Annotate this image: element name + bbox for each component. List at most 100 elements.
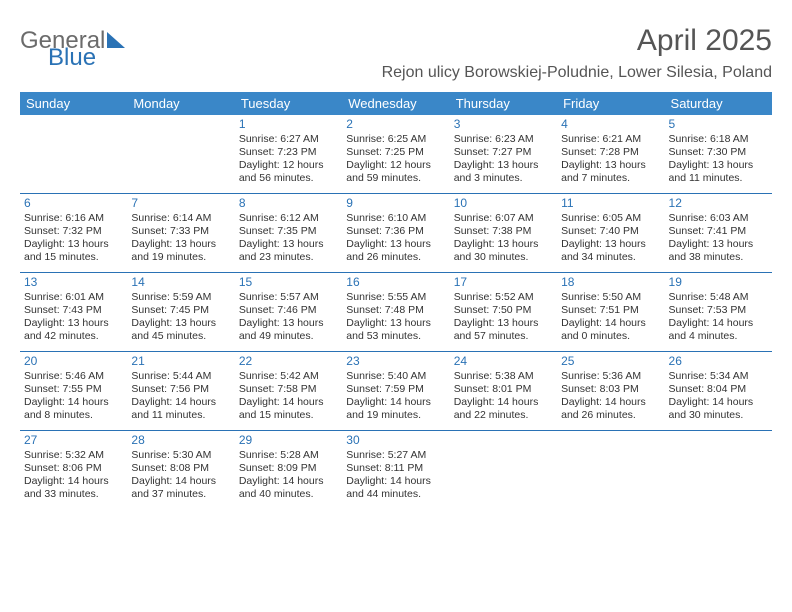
daylight-text: Daylight: 13 hours and 19 minutes. [131,238,230,264]
weeks-container: 1Sunrise: 6:27 AMSunset: 7:23 PMDaylight… [20,115,772,509]
week-row: 6Sunrise: 6:16 AMSunset: 7:32 PMDaylight… [20,194,772,273]
day-number: 26 [669,354,768,369]
sunset-text: Sunset: 7:38 PM [454,225,553,238]
daylight-text: Daylight: 13 hours and 42 minutes. [24,317,123,343]
day-cell: 13Sunrise: 6:01 AMSunset: 7:43 PMDayligh… [20,273,127,351]
day-number: 27 [24,433,123,448]
daylight-text: Daylight: 13 hours and 3 minutes. [454,159,553,185]
day-cell: 6Sunrise: 6:16 AMSunset: 7:32 PMDaylight… [20,194,127,272]
sunrise-text: Sunrise: 6:14 AM [131,212,230,225]
week-row: 13Sunrise: 6:01 AMSunset: 7:43 PMDayligh… [20,273,772,352]
brand-blue: Blue [48,47,125,70]
sunset-text: Sunset: 7:53 PM [669,304,768,317]
sunrise-text: Sunrise: 6:16 AM [24,212,123,225]
daylight-text: Daylight: 14 hours and 11 minutes. [131,396,230,422]
day-cell: 28Sunrise: 5:30 AMSunset: 8:08 PMDayligh… [127,431,234,509]
day-cell: 14Sunrise: 5:59 AMSunset: 7:45 PMDayligh… [127,273,234,351]
sunset-text: Sunset: 7:46 PM [239,304,338,317]
daylight-text: Daylight: 13 hours and 53 minutes. [346,317,445,343]
weekday-cell: Monday [127,92,234,115]
sunset-text: Sunset: 8:09 PM [239,462,338,475]
day-cell: 12Sunrise: 6:03 AMSunset: 7:41 PMDayligh… [665,194,772,272]
sunset-text: Sunset: 8:03 PM [561,383,660,396]
day-number: 20 [24,354,123,369]
day-number: 10 [454,196,553,211]
day-cell: 30Sunrise: 5:27 AMSunset: 8:11 PMDayligh… [342,431,449,509]
location-text: Rejon ulicy Borowskiej-Poludnie, Lower S… [382,64,772,82]
title-block: April 2025 Rejon ulicy Borowskiej-Poludn… [382,24,772,82]
weekday-cell: Thursday [450,92,557,115]
sunset-text: Sunset: 7:27 PM [454,146,553,159]
day-number: 12 [669,196,768,211]
sunset-text: Sunset: 7:56 PM [131,383,230,396]
calendar: SundayMondayTuesdayWednesdayThursdayFrid… [20,92,772,509]
sunrise-text: Sunrise: 5:55 AM [346,291,445,304]
day-cell: 23Sunrise: 5:40 AMSunset: 7:59 PMDayligh… [342,352,449,430]
sunset-text: Sunset: 8:01 PM [454,383,553,396]
daylight-text: Daylight: 13 hours and 38 minutes. [669,238,768,264]
weekday-cell: Saturday [665,92,772,115]
day-cell [20,115,127,193]
week-row: 20Sunrise: 5:46 AMSunset: 7:55 PMDayligh… [20,352,772,431]
day-cell: 8Sunrise: 6:12 AMSunset: 7:35 PMDaylight… [235,194,342,272]
day-cell: 22Sunrise: 5:42 AMSunset: 7:58 PMDayligh… [235,352,342,430]
day-number: 25 [561,354,660,369]
day-cell [450,431,557,509]
day-number: 17 [454,275,553,290]
sunset-text: Sunset: 7:36 PM [346,225,445,238]
day-number: 14 [131,275,230,290]
sunrise-text: Sunrise: 6:23 AM [454,133,553,146]
daylight-text: Daylight: 14 hours and 40 minutes. [239,475,338,501]
weekday-cell: Wednesday [342,92,449,115]
sunrise-text: Sunrise: 6:27 AM [239,133,338,146]
day-number: 28 [131,433,230,448]
sunrise-text: Sunrise: 5:38 AM [454,370,553,383]
sunset-text: Sunset: 7:43 PM [24,304,123,317]
day-cell [665,431,772,509]
day-cell: 29Sunrise: 5:28 AMSunset: 8:09 PMDayligh… [235,431,342,509]
weekday-cell: Friday [557,92,664,115]
weekday-cell: Sunday [20,92,127,115]
day-number: 22 [239,354,338,369]
daylight-text: Daylight: 13 hours and 23 minutes. [239,238,338,264]
brand-logo: General Blue [20,24,125,70]
sunrise-text: Sunrise: 6:21 AM [561,133,660,146]
sunset-text: Sunset: 7:51 PM [561,304,660,317]
day-cell: 10Sunrise: 6:07 AMSunset: 7:38 PMDayligh… [450,194,557,272]
day-cell: 4Sunrise: 6:21 AMSunset: 7:28 PMDaylight… [557,115,664,193]
daylight-text: Daylight: 13 hours and 7 minutes. [561,159,660,185]
day-number: 15 [239,275,338,290]
page-root: General Blue April 2025 Rejon ulicy Boro… [0,0,792,519]
sunrise-text: Sunrise: 6:12 AM [239,212,338,225]
daylight-text: Daylight: 14 hours and 37 minutes. [131,475,230,501]
day-cell: 18Sunrise: 5:50 AMSunset: 7:51 PMDayligh… [557,273,664,351]
sunrise-text: Sunrise: 5:28 AM [239,449,338,462]
brand-text: General Blue [20,30,125,70]
sunset-text: Sunset: 7:59 PM [346,383,445,396]
month-title: April 2025 [382,24,772,58]
day-cell: 20Sunrise: 5:46 AMSunset: 7:55 PMDayligh… [20,352,127,430]
day-number: 30 [346,433,445,448]
day-number: 23 [346,354,445,369]
sunset-text: Sunset: 7:33 PM [131,225,230,238]
day-number: 16 [346,275,445,290]
week-row: 27Sunrise: 5:32 AMSunset: 8:06 PMDayligh… [20,431,772,509]
daylight-text: Daylight: 12 hours and 56 minutes. [239,159,338,185]
day-cell: 17Sunrise: 5:52 AMSunset: 7:50 PMDayligh… [450,273,557,351]
daylight-text: Daylight: 13 hours and 57 minutes. [454,317,553,343]
sunrise-text: Sunrise: 5:59 AM [131,291,230,304]
day-cell: 24Sunrise: 5:38 AMSunset: 8:01 PMDayligh… [450,352,557,430]
day-number: 21 [131,354,230,369]
sunrise-text: Sunrise: 5:40 AM [346,370,445,383]
sunrise-text: Sunrise: 5:32 AM [24,449,123,462]
sunrise-text: Sunrise: 6:25 AM [346,133,445,146]
sunset-text: Sunset: 8:04 PM [669,383,768,396]
sunset-text: Sunset: 7:50 PM [454,304,553,317]
day-cell: 27Sunrise: 5:32 AMSunset: 8:06 PMDayligh… [20,431,127,509]
day-cell: 26Sunrise: 5:34 AMSunset: 8:04 PMDayligh… [665,352,772,430]
daylight-text: Daylight: 13 hours and 26 minutes. [346,238,445,264]
logo-triangle-icon [107,32,125,48]
daylight-text: Daylight: 14 hours and 19 minutes. [346,396,445,422]
day-number: 6 [24,196,123,211]
daylight-text: Daylight: 13 hours and 49 minutes. [239,317,338,343]
